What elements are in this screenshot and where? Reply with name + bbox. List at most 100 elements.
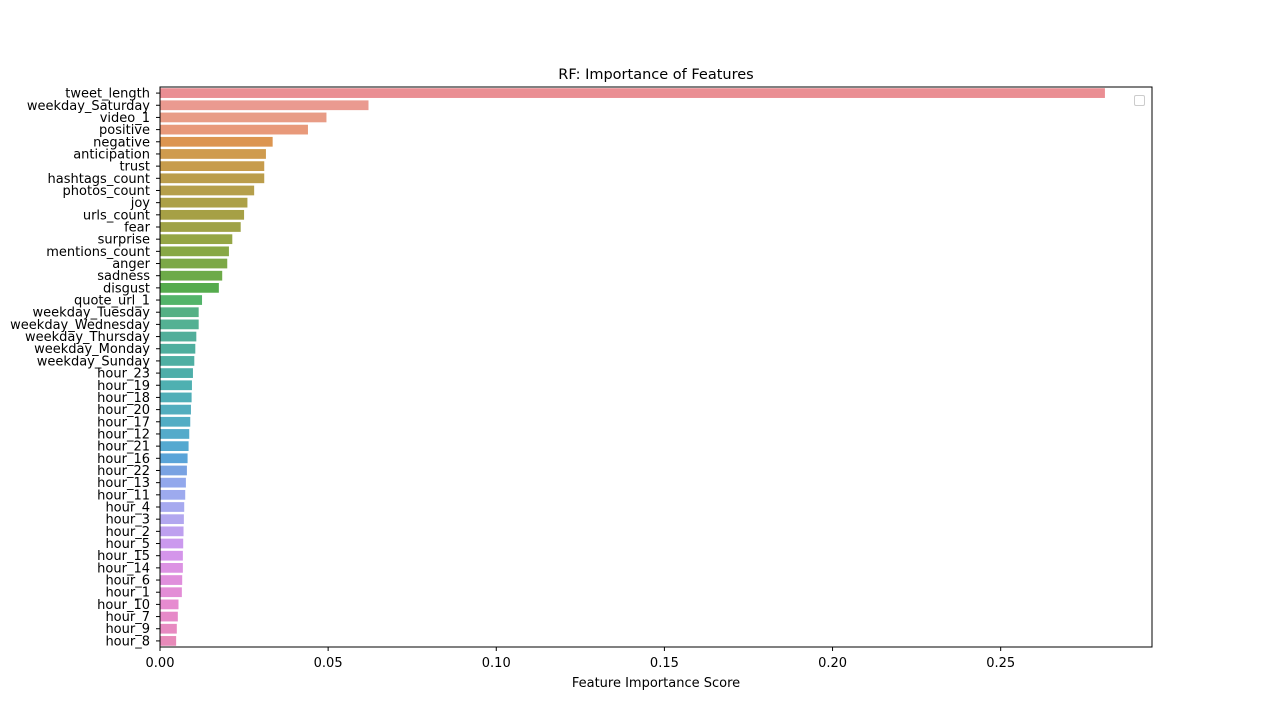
legend-box [1134,95,1145,106]
bar-weekday_Monday [160,343,196,354]
bar-surprise [160,234,233,245]
y-tick-label: hour_4 [105,501,150,516]
bar-weekday_Tuesday [160,307,199,318]
bar-anger [160,258,228,269]
y-tick-label: positive [99,123,150,138]
y-tick-label: photos_count [63,184,150,199]
bar-hour_17 [160,416,191,427]
x-tick-label: 0.25 [986,656,1015,671]
bar-hour_18 [160,392,192,403]
y-tick-label: weekday_Monday [34,342,150,357]
y-tick-label: fear [124,221,151,236]
y-tick-label: weekday_Tuesday [33,306,151,321]
x-tick-label: 0.20 [818,656,847,671]
y-tick-label: hour_5 [105,537,150,552]
y-tick-label: anger [112,257,150,272]
y-tick-label: hour_22 [97,464,150,479]
bar-hour_16 [160,453,188,464]
bar-disgust [160,283,219,293]
y-tick-label: joy [130,196,151,211]
y-tick-label: hashtags_count [48,172,150,187]
bar-weekday_Wednesday [160,319,199,330]
plot-frame [159,86,1153,648]
y-tick-label: quote_url_1 [74,294,150,309]
y-tick-label: hour_19 [97,379,150,394]
bar-hour_11 [160,489,186,500]
y-tick-label: weekday_Wednesday [10,318,150,333]
y-tick-label: weekday_Sunday [37,354,151,369]
bar-hour_14 [160,563,183,573]
bar-hour_8 [160,636,177,646]
bar-hour_15 [160,550,183,561]
bar-mentions_count [160,246,229,257]
bar-hour_20 [160,404,191,415]
chart-title: RF: Importance of Features [558,67,753,83]
y-tick-label: surprise [98,233,150,248]
y-tick-label: trust [119,160,150,175]
y-tick-label: mentions_count [46,245,150,260]
bar-hour_13 [160,477,186,488]
y-tick-label: hour_9 [105,622,150,637]
y-tick-label: hour_23 [97,367,150,382]
y-tick-label: anticipation [73,147,150,162]
y-tick-label: hour_17 [97,415,150,430]
bar-hour_3 [160,514,184,525]
y-tick-label: hour_11 [97,488,150,503]
bar-hour_5 [160,538,184,549]
x-tick-label: 0.05 [314,656,343,671]
bar-hour_9 [160,623,177,634]
y-tick-label: hour_14 [97,561,150,576]
y-tick-label: urls_count [83,208,150,223]
bar-negative [160,136,273,147]
y-tick-label: weekday_Saturday [27,99,150,114]
bar-sadness [160,270,223,281]
bar-hour_19 [160,380,192,391]
y-tick-label: hour_2 [105,525,150,540]
y-tick-label: hour_15 [97,549,150,564]
y-tick-label: video_1 [100,111,150,126]
bar-hour_23 [160,368,193,378]
bar-hour_12 [160,429,190,439]
y-tick-label: hour_6 [105,574,150,589]
bar-hour_2 [160,526,184,537]
x-axis-label: Feature Importance Score [572,676,740,691]
y-tick-label: hour_20 [97,403,150,418]
y-tick-label: hour_10 [97,598,150,613]
y-tick-label: hour_18 [97,391,150,406]
bar-hashtags_count [160,173,265,184]
y-tick-label: hour_16 [97,452,150,467]
x-axis-ticks: 0.00 0.05 0.10 0.15 0.20 0.25 [146,647,1015,671]
y-tick-label: negative [93,135,150,150]
bar-trust [160,161,265,171]
bar-hour_4 [160,502,185,512]
bar-video_1 [160,112,327,123]
bar-urls_count [160,209,245,220]
bar-joy [160,197,248,208]
x-tick-label: 0.10 [482,656,511,671]
y-tick-label: hour_12 [97,427,150,442]
bar-hour_10 [160,599,179,610]
y-tick-label: hour_13 [97,476,150,491]
bar-hour_7 [160,611,178,622]
bar-hour_22 [160,465,187,476]
y-tick-label: hour_1 [105,586,150,601]
x-tick-label: 0.00 [146,656,175,671]
y-tick-label: hour_8 [105,634,150,649]
y-tick-label: hour_7 [105,610,150,625]
bar-photos_count [160,185,255,196]
bar-fear [160,222,241,232]
x-tick-label: 0.15 [650,656,679,671]
y-axis-ticks: tweet_lengthweekday_Saturdayvideo_1posit… [10,87,160,649]
y-tick-label: tweet_length [65,87,150,102]
bars-group [160,88,1105,646]
bar-tweet_length [160,88,1105,98]
bar-weekday_Thursday [160,331,197,342]
bar-weekday_Sunday [160,356,195,366]
bar-positive [160,124,308,135]
y-tick-label: weekday_Thursday [25,330,150,345]
y-tick-label: hour_21 [97,440,150,455]
bar-hour_6 [160,575,183,585]
y-tick-label: disgust [103,281,150,296]
y-tick-label: hour_3 [105,513,150,528]
